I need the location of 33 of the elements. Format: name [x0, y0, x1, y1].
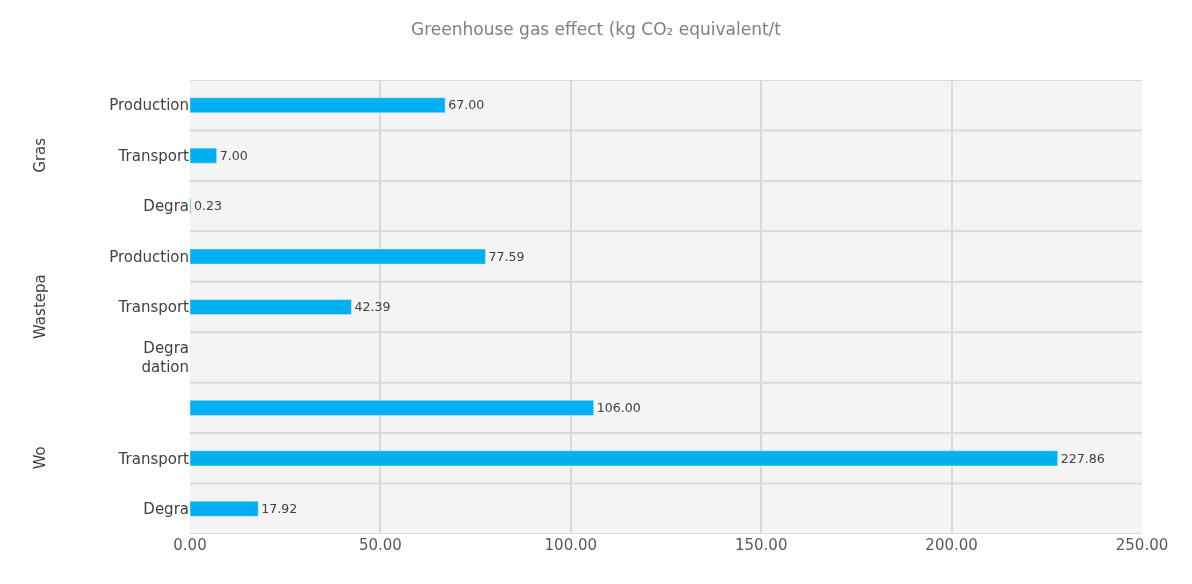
y-tick-label: Transport: [117, 298, 190, 317]
y-tick-label: Transport: [117, 449, 190, 468]
data-label: 106.00: [596, 400, 641, 416]
y-tick-label: Degra: [143, 500, 189, 519]
y-tick-label: Degra: [143, 197, 189, 216]
text: Gras: [31, 137, 50, 173]
data-label: 0.23: [193, 198, 222, 214]
bar: [190, 248, 486, 265]
chart-title: Greenhouse gas effect (kg CO₂ equivalent/t: [410, 19, 782, 40]
data-label: 17.92: [261, 500, 298, 516]
x-tick-label: 50.00: [358, 536, 402, 554]
data-label: 227.86: [1060, 450, 1105, 466]
bar: [190, 147, 217, 164]
x-tick-label: 100.00: [544, 536, 598, 554]
x-tick-label: 200.00: [925, 536, 978, 554]
x-tick-label: 150.00: [734, 536, 788, 554]
y-tick-label: Production: [109, 247, 189, 266]
bar: [190, 450, 1058, 467]
data-label: 67.00: [448, 97, 485, 113]
data-label: 42.39: [354, 299, 391, 315]
bar: [190, 500, 259, 517]
text: Wo: [30, 446, 49, 470]
bar: [190, 97, 446, 114]
x-tick-label: 0.00: [173, 536, 207, 554]
text: Wastepa: [31, 274, 49, 339]
bar: [190, 400, 594, 416]
bar: [190, 299, 352, 315]
x-tick-label: 250.00: [1115, 536, 1169, 554]
y-tick-label: Transport: [117, 146, 190, 165]
data-label: 7.00: [219, 147, 248, 163]
data-label: 77.59: [488, 248, 525, 264]
y-tick-label: Production: [109, 96, 189, 115]
y-tick-label: Degra dation: [141, 338, 189, 377]
